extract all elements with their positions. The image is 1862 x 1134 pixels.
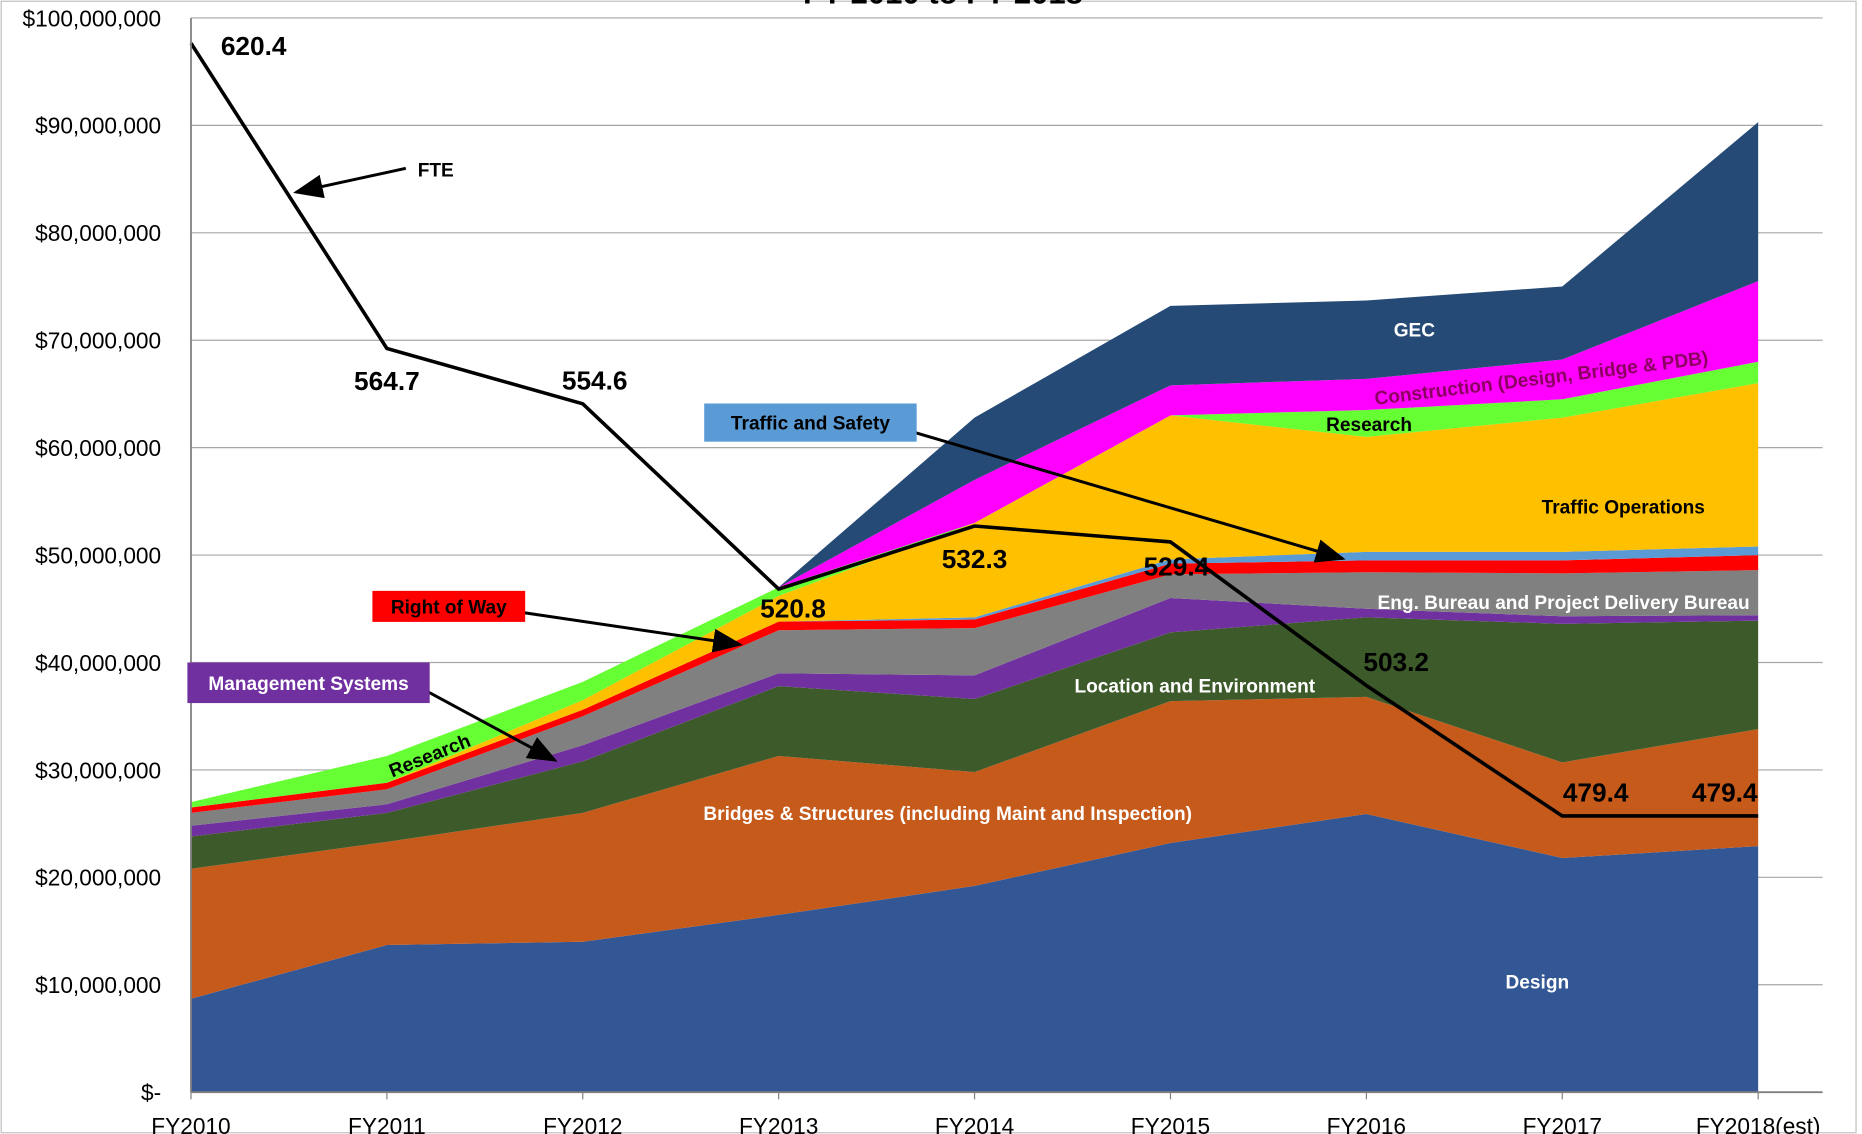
callout-arrow (513, 609, 743, 653)
y-tick-label: $10,000,000 (35, 972, 161, 998)
y-tick-label: $60,000,000 (35, 435, 161, 461)
area (190, 383, 1759, 808)
y-tick-label: $30,000,000 (35, 757, 161, 783)
callout-arrow (888, 423, 1346, 563)
data-label: 479.4 (1692, 778, 1758, 808)
fte-line (189, 42, 1759, 818)
callout-box (704, 403, 917, 442)
y-tick-label: $20,000,000 (35, 865, 161, 891)
series-label: Eng. Bureau and Project Delivery Bureau (1378, 593, 1750, 614)
series-label: GEC (1394, 321, 1436, 342)
x-tick-label: FY2017 (1523, 1113, 1602, 1134)
x-tick-label: FY2013 (739, 1113, 818, 1134)
data-label: 564.7 (354, 366, 420, 396)
area (190, 813, 1759, 1093)
area (190, 570, 1759, 826)
data-label: 532.3 (942, 544, 1008, 574)
series-label: Traffic Operations (1542, 497, 1705, 518)
y-tick-label: $50,000,000 (35, 542, 161, 568)
y-tick-label: $40,000,000 (35, 650, 161, 676)
y-tick-label: $90,000,000 (35, 113, 161, 139)
data-label: 554.6 (562, 365, 628, 395)
series-label: Right of Way (391, 598, 507, 619)
x-tick-label: FY2014 (935, 1113, 1014, 1134)
area (190, 361, 1759, 808)
area (190, 122, 1759, 803)
data-label: 503.2 (1363, 647, 1429, 677)
y-tick-label: $100,000,000 (23, 5, 162, 31)
x-tick-label: FY2015 (1131, 1113, 1210, 1134)
x-tick-label: FY2018(est) (1696, 1113, 1821, 1134)
data-label: 620.4 (221, 31, 287, 61)
area (190, 696, 1759, 999)
series-label: Research (1326, 415, 1412, 436)
chart-title: FY 2010 to FY 2018 (803, 0, 1083, 11)
data-label: 479.4 (1563, 778, 1629, 808)
y-tick-label: $- (141, 1080, 161, 1106)
series-label: Bridges & Structures (including Maint an… (703, 804, 1192, 825)
area (190, 617, 1759, 869)
series-label: Design (1506, 972, 1570, 993)
x-tick-label: FY2016 (1327, 1113, 1406, 1134)
x-tick-label: FY2012 (543, 1113, 622, 1134)
callout-box (187, 662, 430, 704)
series-label: Traffic and Safety (731, 414, 890, 435)
callout-arrow (417, 685, 558, 762)
callout-box (372, 590, 526, 622)
y-tick-label: $80,000,000 (35, 220, 161, 246)
x-tick-label: FY2010 (151, 1113, 230, 1134)
data-label: 520.8 (760, 594, 826, 624)
series-label: Management Systems (208, 674, 408, 695)
y-tick-label: $70,000,000 (35, 328, 161, 354)
x-tick-label: FY2011 (348, 1113, 426, 1134)
series-label: Location and Environment (1074, 676, 1315, 697)
series-label: FTE (418, 161, 454, 182)
data-label: 529.4 (1144, 551, 1210, 581)
annotation-arrow (293, 166, 407, 199)
area (190, 598, 1759, 837)
